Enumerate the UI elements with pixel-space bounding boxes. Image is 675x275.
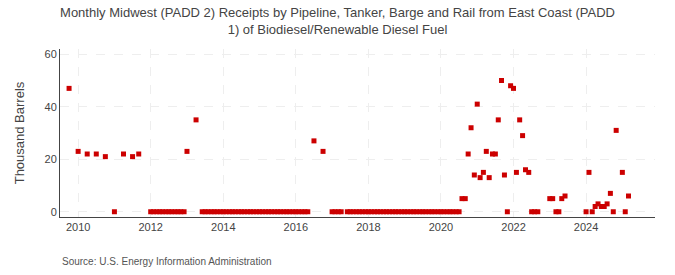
- svg-text:60: 60: [45, 48, 57, 60]
- svg-text:2020: 2020: [429, 221, 453, 233]
- svg-text:2014: 2014: [211, 221, 235, 233]
- svg-text:Monthly Midwest (PADD 2) Recei: Monthly Midwest (PADD 2) Receipts by Pip…: [60, 5, 615, 37]
- svg-text:40: 40: [45, 101, 57, 113]
- svg-text:2018: 2018: [356, 221, 380, 233]
- svg-text:2016: 2016: [284, 221, 308, 233]
- svg-text:20: 20: [45, 153, 57, 165]
- svg-text:2024: 2024: [574, 221, 598, 233]
- svg-text:2010: 2010: [66, 221, 90, 233]
- svg-text:Thousand Barrels: Thousand Barrels: [12, 81, 27, 184]
- svg-text:0: 0: [51, 206, 57, 218]
- svg-text:2012: 2012: [138, 221, 162, 233]
- svg-text:Source: U.S. Energy Informatio: Source: U.S. Energy Information Administ…: [62, 256, 272, 267]
- svg-text:2022: 2022: [501, 221, 525, 233]
